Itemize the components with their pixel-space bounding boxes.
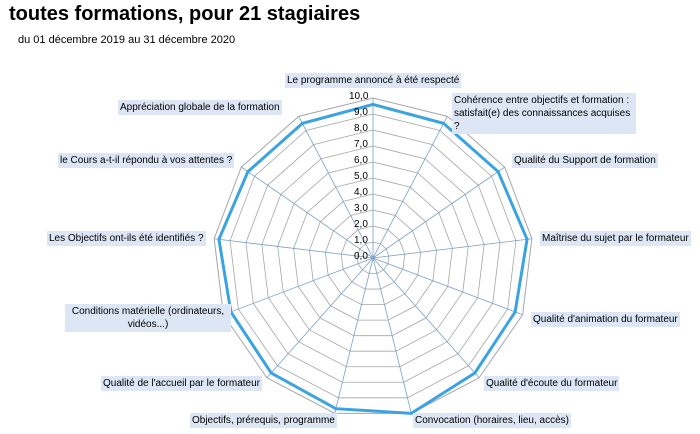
grid-ring [356,241,390,274]
tick-label: 2,0 [354,219,368,230]
spoke-line [214,238,374,259]
chart-title: toutes formations, pour 21 stagiaires [9,3,361,25]
tick-label: 4,0 [354,187,368,198]
grid-ring [245,129,501,383]
category-label: Le programme annoncé à été respecté [285,73,462,88]
category-label: Objectifs, prérequis, programme [190,413,337,428]
grid-ring [340,225,406,290]
grid-ring [277,161,469,352]
spoke-line [223,257,374,316]
chart-subtitle: du 01 décembre 2019 au 31 décembre 2020 [18,34,236,46]
grid-ring [309,193,437,321]
radar-grid [213,97,533,414]
spoke-line [372,257,412,414]
spoke-line [241,166,374,259]
data-point [513,310,517,314]
data-point [334,407,338,411]
spoke-line [298,116,374,259]
tick-label: 0,0 [354,251,368,262]
data-point [473,371,477,375]
category-label: Conditions matérielle (ordinateurs, vidé… [65,304,231,332]
data-point [525,237,529,241]
grid-ring [213,97,533,414]
spoke-line [334,257,374,414]
data-point [442,121,446,125]
grid-ring [261,145,485,368]
grid-ring [293,177,453,337]
grid-ring [324,209,422,306]
tick-label: 8,0 [354,123,368,134]
grid-ring [229,113,517,399]
tick-label: 5,0 [354,171,368,182]
data-point [269,371,273,375]
data-point [496,170,500,174]
category-label: le Cours a-t-il répondu à vos attentes ? [58,153,235,168]
data-point [300,121,304,125]
data-point [217,237,221,241]
tick-label: 6,0 [354,155,368,166]
spoke-line [266,257,374,379]
tick-label: 3,0 [354,203,368,214]
data-point [246,170,250,174]
spoke-line [372,257,523,316]
spoke-line [372,166,505,259]
spoke-line [372,257,480,379]
data-point [371,102,375,106]
tick-label: 9,0 [354,107,368,118]
spoke-line [372,116,448,259]
category-label: Qualité d'écoute du formateur [484,376,620,391]
category-label: Qualité de l'accueil par le formateur [101,376,262,391]
data-point [409,411,413,415]
tick-label: 7,0 [354,139,368,150]
spoke-line [372,238,532,259]
category-label: Les Objectifs ont-ils été identifiés ? [47,231,206,246]
category-label: Appréciation globale de la formation [118,100,282,115]
category-label: Cohérence entre objectifs et formation :… [452,93,636,134]
radar-spokes [214,98,532,414]
category-label: Qualité du Support de formation [512,153,658,168]
tick-label: 1,0 [354,235,368,246]
series-line [217,102,529,415]
tick-label: 10,0 [349,91,369,102]
category-label: Qualité d'animation du formateur [531,312,680,327]
category-label: Maîtrise du sujet par le formateur [540,231,691,246]
category-label: Convocation (horaires, lieu, accès) [413,413,571,428]
